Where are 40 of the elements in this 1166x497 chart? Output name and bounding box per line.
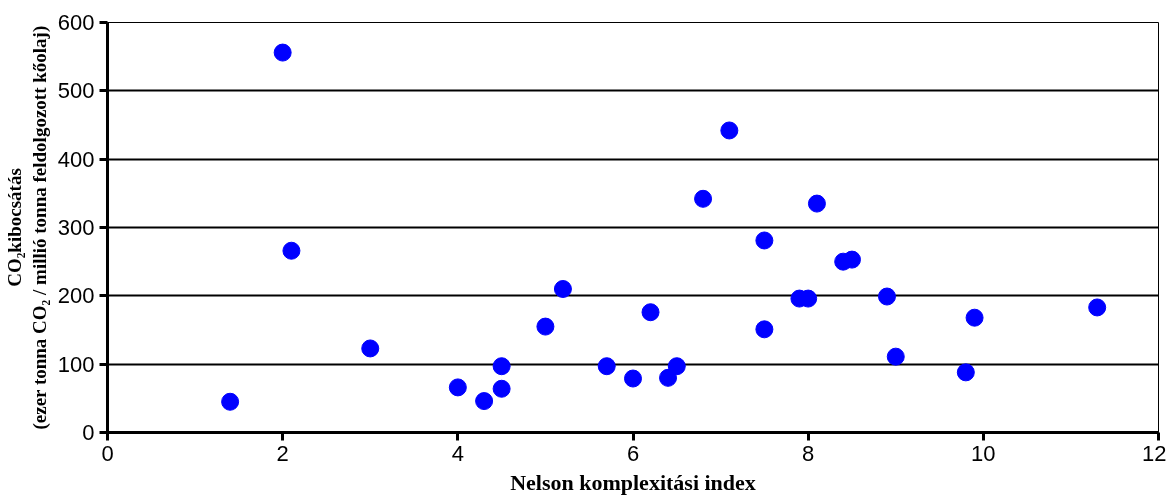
x-tick-label: 10 bbox=[971, 440, 996, 466]
y-axis-title: CO₂kibocsátás (ezer tonna CO₂ / millió tonna feldolgozott kőolaj) bbox=[3, 25, 51, 430]
x-tick-label: 8 bbox=[802, 440, 815, 466]
point bbox=[667, 357, 686, 376]
point bbox=[361, 339, 380, 358]
point bbox=[273, 43, 292, 62]
x-tick-label: 2 bbox=[276, 440, 289, 466]
point bbox=[641, 303, 660, 322]
x-tick-label: 0 bbox=[101, 440, 114, 466]
point bbox=[282, 241, 301, 260]
point bbox=[448, 378, 467, 397]
point bbox=[886, 347, 905, 366]
x-axis-title: Nelson komplexitási index bbox=[510, 469, 756, 495]
point bbox=[807, 194, 826, 213]
y-tick-label: 200 bbox=[57, 283, 95, 309]
point bbox=[755, 320, 774, 339]
point bbox=[956, 363, 975, 382]
point bbox=[597, 357, 616, 376]
point bbox=[877, 287, 896, 306]
point bbox=[492, 357, 511, 376]
point bbox=[492, 379, 511, 398]
point bbox=[755, 231, 774, 250]
x-tick-label: 4 bbox=[451, 440, 464, 466]
point bbox=[694, 189, 713, 208]
point bbox=[221, 392, 240, 411]
x-tick-label: 12 bbox=[1142, 440, 1166, 466]
y-tick-label: 0 bbox=[82, 420, 95, 445]
x-tick-label: 6 bbox=[626, 440, 640, 466]
point bbox=[624, 369, 642, 388]
y-tick-label: 600 bbox=[57, 10, 95, 35]
y-tick-label: 400 bbox=[57, 146, 95, 172]
point bbox=[1088, 298, 1107, 317]
y-tick-label: 300 bbox=[57, 215, 95, 240]
point bbox=[553, 280, 572, 298]
y-tick-label: 100 bbox=[57, 351, 95, 377]
point bbox=[965, 308, 984, 327]
point bbox=[720, 121, 739, 140]
y-tick-label: 500 bbox=[57, 78, 95, 104]
point bbox=[536, 317, 555, 336]
point bbox=[475, 392, 494, 411]
